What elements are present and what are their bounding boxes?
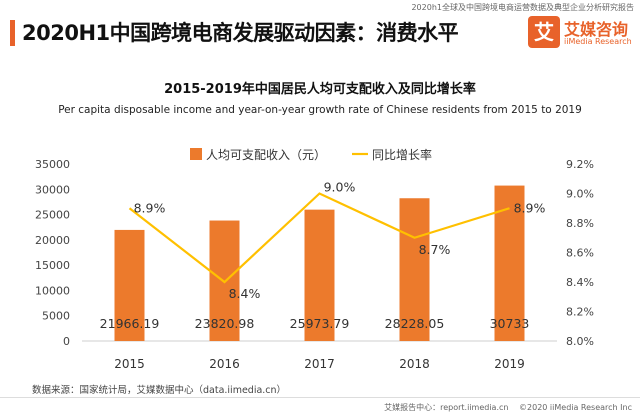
title-accent-bar [10, 20, 15, 46]
right-axis-tick-label: 9.0% [566, 188, 594, 201]
growth-rate-label: 8.9% [134, 200, 166, 215]
growth-rate-label: 9.0% [324, 180, 356, 195]
logo-subtitle: iiMedia Research [564, 37, 632, 46]
page-footer: 艾媒报告中心：report.iimedia.cn ©2020 iiMedia R… [376, 402, 632, 413]
left-axis-tick-label: 20000 [35, 234, 70, 247]
growth-rate-line [128, 192, 510, 284]
right-axis-tick-label: 8.4% [566, 276, 594, 289]
right-axis-tick-label: 8.8% [566, 217, 594, 230]
footer-copyright: ©2020 iiMedia Research Inc [519, 403, 632, 412]
left-axis-tick-label: 30000 [35, 183, 70, 196]
logo-mark-icon: 艾 [528, 16, 560, 48]
income-value-label: 21966.19 [100, 316, 160, 331]
right-axis-tick-label: 8.0% [566, 335, 594, 348]
income-value-label: 28228.05 [385, 316, 445, 331]
growth-rate-label: 8.9% [514, 200, 546, 215]
legend-bar-swatch [190, 148, 202, 160]
income-value-label: 30733 [490, 316, 530, 331]
growth-rate-label: 8.4% [229, 286, 261, 301]
left-axis-tick-label: 10000 [35, 284, 70, 297]
chart-title: 2015-2019年中国居民人均可支配收入及同比增长率 [164, 82, 476, 97]
x-axis-category-label: 2016 [209, 357, 240, 371]
x-axis-category-label: 2019 [494, 357, 525, 371]
x-axis-category-label: 2018 [399, 357, 430, 371]
x-axis-category-label: 2017 [304, 357, 335, 371]
x-axis-category-label: 2015 [114, 357, 145, 371]
logo-name: 艾媒咨询 [564, 20, 629, 39]
data-source-note: 数据来源：国家统计局，艾媒数据中心（data.iimedia.cn） [32, 385, 287, 396]
iimedia-logo: 艾 艾媒咨询 iiMedia Research [528, 16, 636, 50]
right-axis-tick-label: 8.6% [566, 247, 594, 260]
footer-divider [0, 397, 640, 398]
income-bar [114, 229, 145, 341]
left-axis-tick-label: 15000 [35, 259, 70, 272]
left-axis-tick-label: 25000 [35, 209, 70, 222]
chart-subtitle: Per capita disposable income and year-on… [58, 104, 582, 116]
report-caption: 2020h1全球及中国跨境电商运营数据及典型企业分析研究报告 [411, 3, 634, 12]
left-axis-tick-label: 5000 [42, 310, 70, 323]
right-axis-tick-label: 8.2% [566, 306, 594, 319]
income-bar [399, 198, 430, 341]
footer-report-link[interactable]: 艾媒报告中心：report.iimedia.cn [384, 403, 509, 412]
legend-line-label: 同比增长率 [372, 147, 432, 162]
right-axis-tick-label: 9.2% [566, 158, 594, 171]
income-value-label: 25973.79 [290, 316, 350, 331]
income-bar [304, 209, 335, 341]
legend-bar-label: 人均可支配收入（元） [206, 148, 326, 162]
left-axis-tick-label: 0 [63, 335, 70, 348]
income-value-label: 23820.98 [195, 316, 255, 331]
left-axis-tick-label: 35000 [35, 158, 70, 171]
page-title: 2020H1中国跨境电商发展驱动因素：消费水平 [22, 21, 459, 45]
growth-rate-label: 8.7% [419, 242, 451, 257]
